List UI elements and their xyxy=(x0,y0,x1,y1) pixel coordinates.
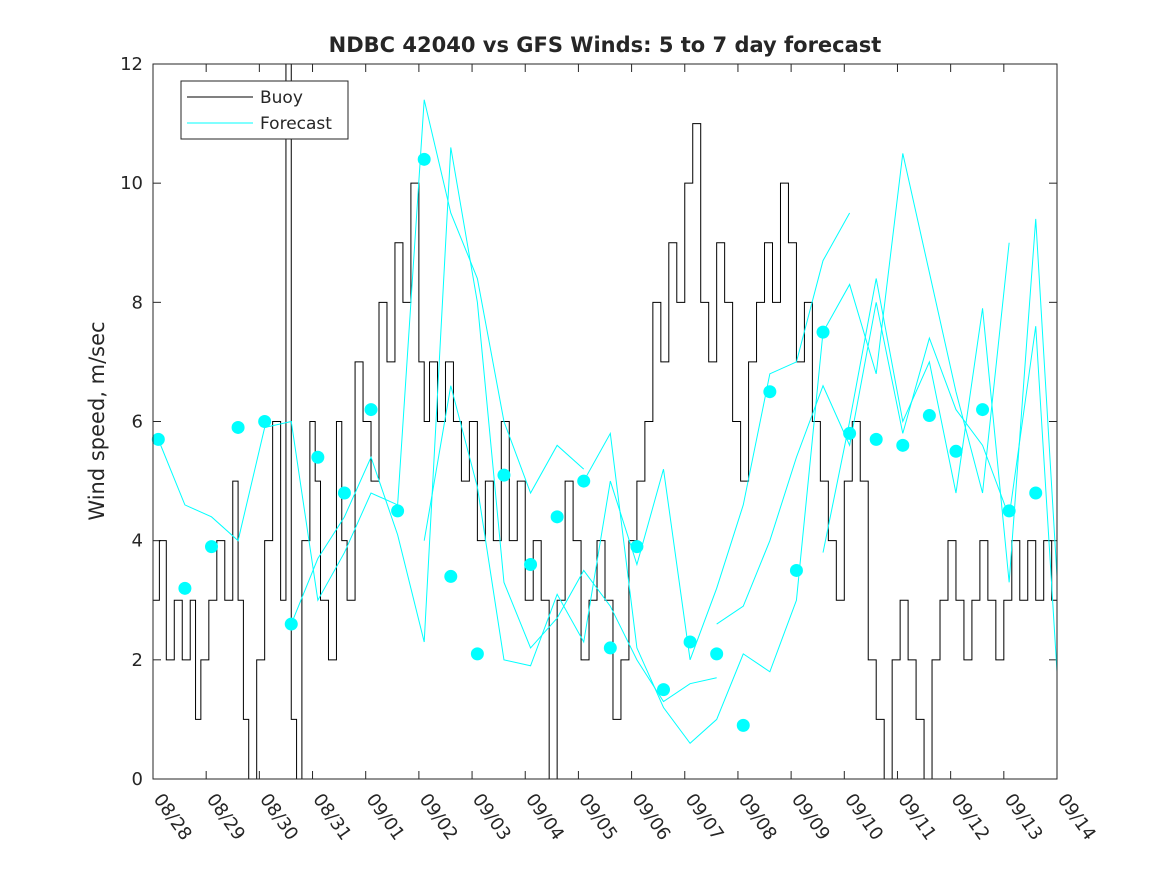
forecast-marker-4 xyxy=(258,415,272,428)
forecast-line-3 xyxy=(423,212,851,667)
forecast-marker-6 xyxy=(311,450,325,464)
forecast-marker-32 xyxy=(1002,504,1016,518)
forecast-marker-7 xyxy=(337,486,351,500)
forecast-marker-26 xyxy=(843,426,857,440)
forecast-marker-20 xyxy=(683,635,697,649)
plot-area-frame xyxy=(152,63,1058,780)
forecast-marker-23 xyxy=(763,385,777,399)
forecast-line-5 xyxy=(716,302,1058,672)
forecast-marker-16 xyxy=(577,474,591,488)
forecast-marker-10 xyxy=(417,152,431,166)
y-tick-label-6: 12 xyxy=(120,54,143,75)
buoy-line xyxy=(153,63,1057,780)
forecast-marker-12 xyxy=(470,647,484,661)
forecast-marker-30 xyxy=(949,444,963,458)
y-tick-label-5: 10 xyxy=(120,173,143,194)
forecast-marker-25 xyxy=(816,325,830,339)
forecast-marker-33 xyxy=(1029,486,1043,500)
y-axis-label: Wind speed, m/sec xyxy=(85,321,109,520)
forecast-markers xyxy=(151,152,1043,732)
legend: Buoy Forecast xyxy=(180,80,349,140)
forecast-marker-15 xyxy=(550,510,564,524)
forecast-marker-19 xyxy=(656,683,670,697)
forecast-line-1 xyxy=(157,99,585,602)
legend-buoy-label: Buoy xyxy=(260,88,303,108)
forecast-marker-22 xyxy=(736,718,750,732)
y-tick-labels: 0 2 4 6 8 10 12 xyxy=(120,54,143,790)
forecast-marker-31 xyxy=(976,403,990,417)
y-tick-label-3: 6 xyxy=(132,412,143,433)
buoy-series xyxy=(153,63,1057,780)
y-tick-label-2: 4 xyxy=(132,531,143,552)
forecast-marker-11 xyxy=(444,569,458,583)
forecast-line-6 xyxy=(822,218,1058,583)
forecast-marker-8 xyxy=(364,403,378,417)
forecast-line-4 xyxy=(583,153,1010,744)
y-tick-label-4: 8 xyxy=(132,292,143,313)
chart-title: NDBC 42040 vs GFS Winds: 5 to 7 day fore… xyxy=(329,33,882,57)
forecast-series xyxy=(157,99,1058,744)
forecast-marker-18 xyxy=(630,540,644,554)
legend-box xyxy=(180,80,349,140)
legend-forecast-label: Forecast xyxy=(260,114,332,134)
forecast-marker-5 xyxy=(284,617,298,631)
forecast-marker-14 xyxy=(524,558,538,571)
forecast-marker-0 xyxy=(151,432,165,446)
forecast-marker-21 xyxy=(710,647,724,661)
forecast-marker-24 xyxy=(789,563,803,577)
forecast-line-2 xyxy=(290,147,717,703)
forecast-marker-1 xyxy=(178,581,192,595)
forecast-marker-2 xyxy=(204,540,218,554)
forecast-marker-27 xyxy=(869,432,883,446)
y-tick-label-0: 0 xyxy=(132,769,143,790)
forecast-marker-3 xyxy=(231,420,245,434)
forecast-marker-9 xyxy=(391,504,405,518)
forecast-marker-28 xyxy=(896,438,910,452)
forecast-marker-17 xyxy=(603,641,617,655)
forecast-marker-13 xyxy=(497,468,511,482)
y-tick-label-1: 2 xyxy=(132,650,143,671)
forecast-marker-29 xyxy=(922,409,936,423)
